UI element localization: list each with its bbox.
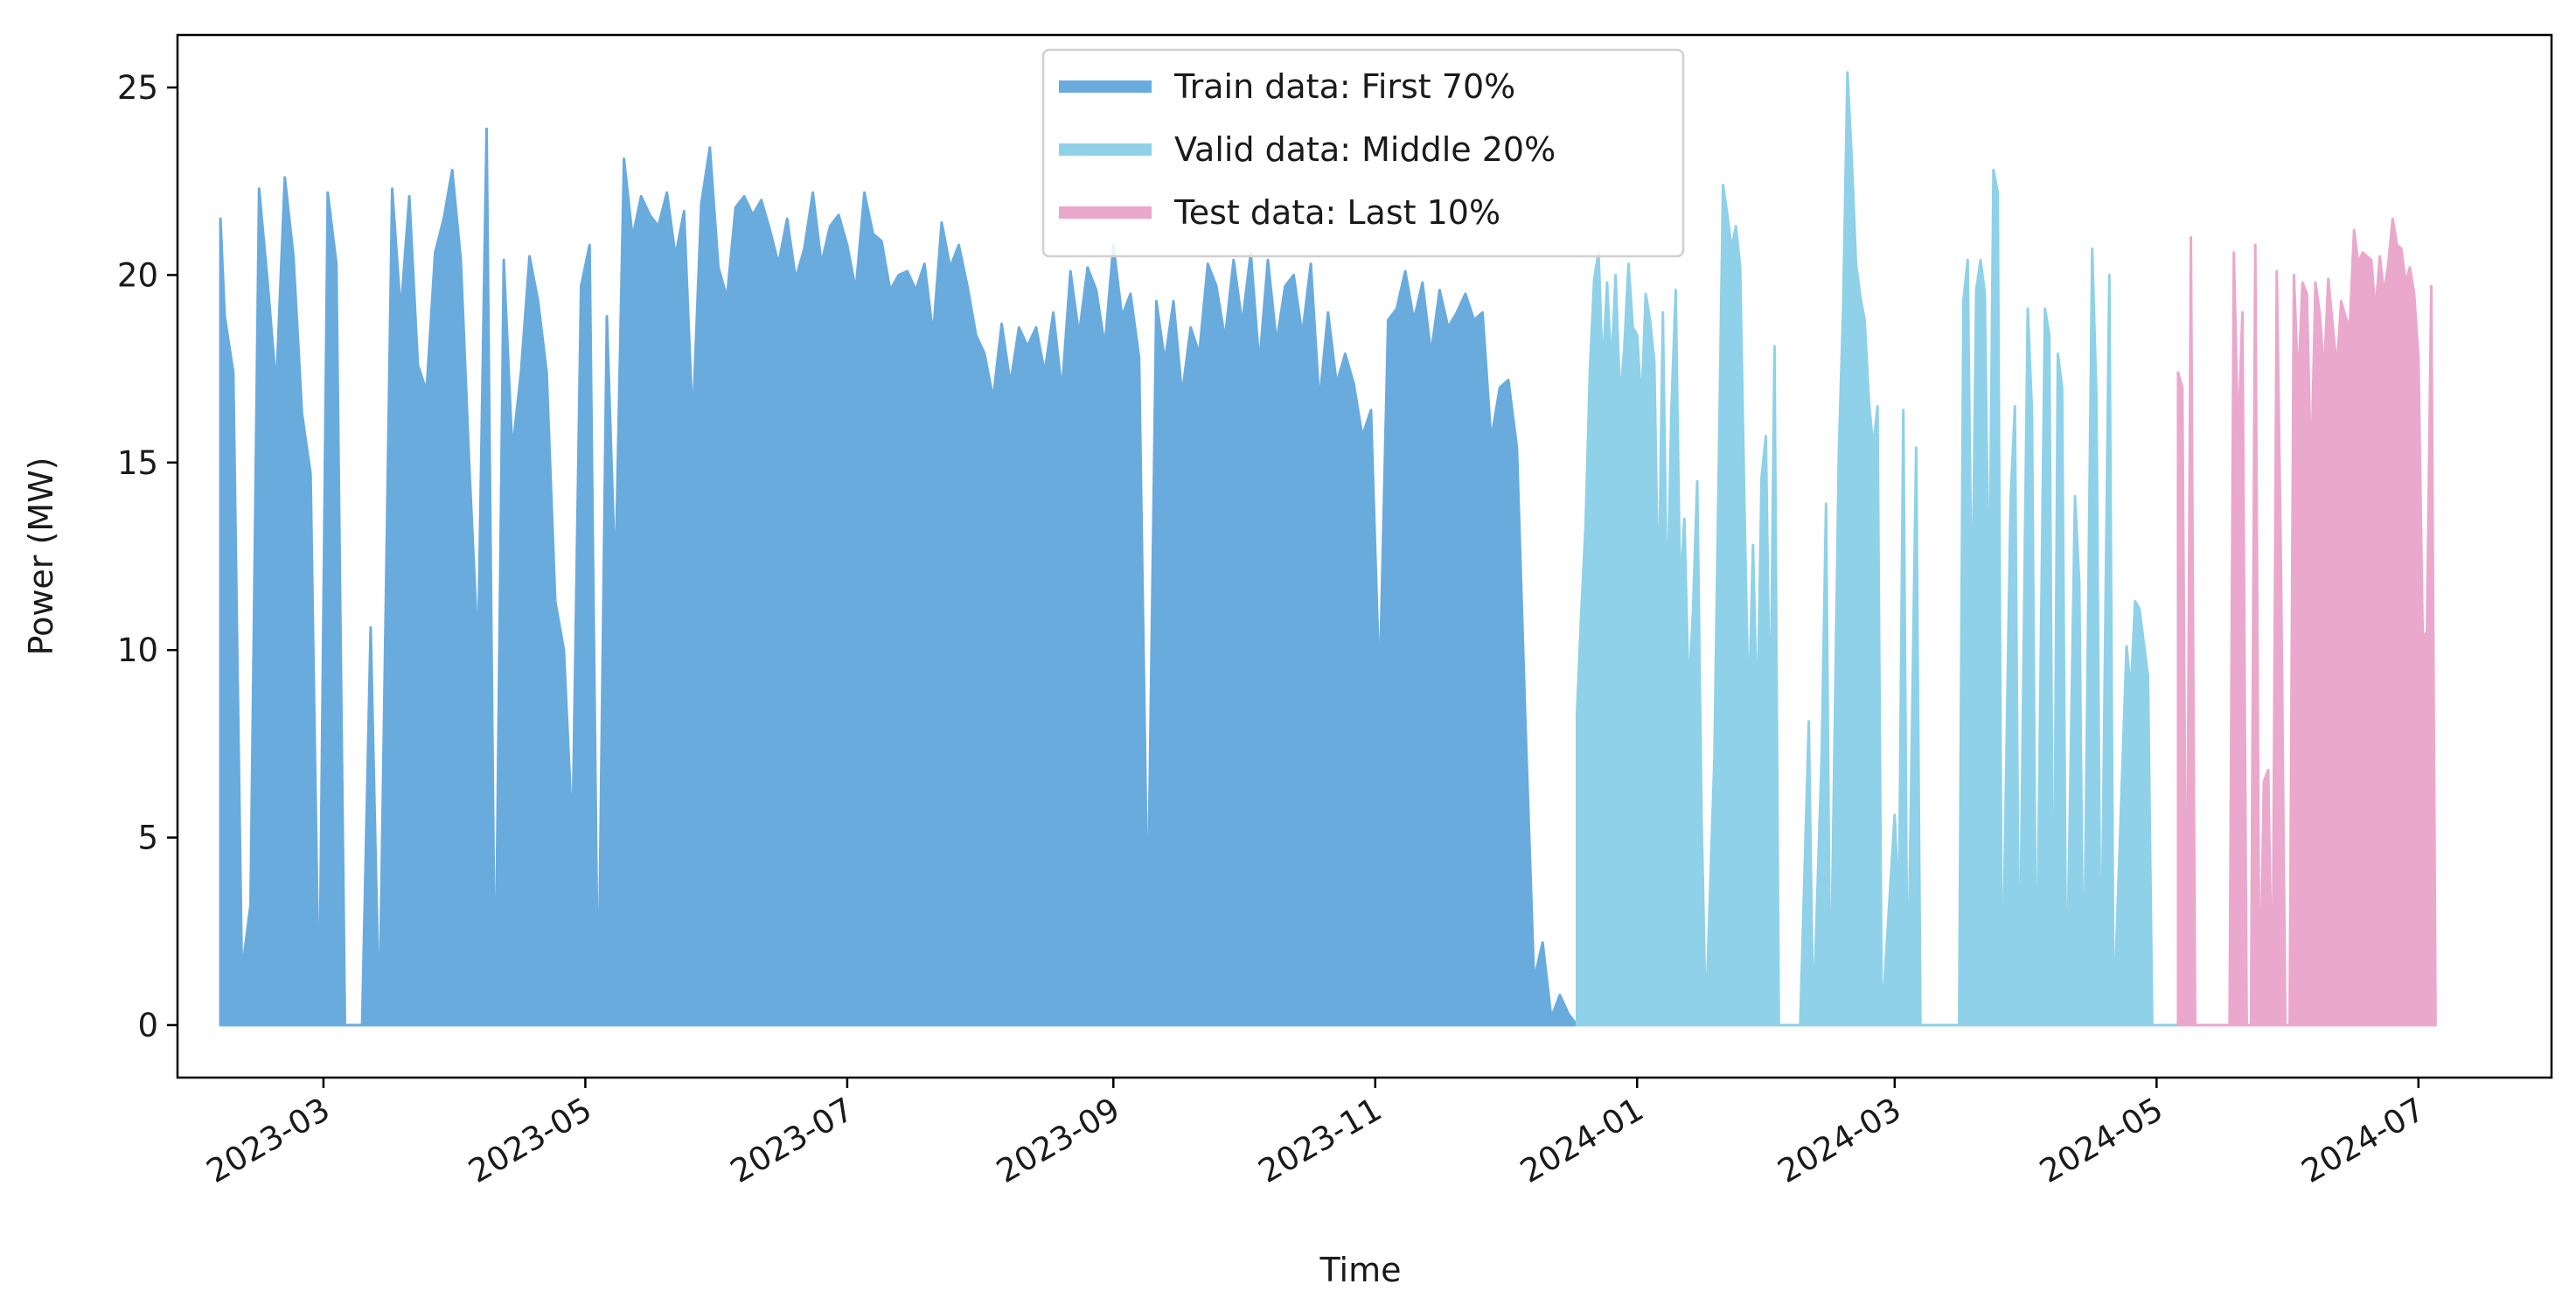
y-tick-label: 5 bbox=[137, 820, 158, 857]
legend-box bbox=[1041, 48, 1685, 258]
series-area-3 bbox=[2176, 217, 2437, 1027]
legend-label: Train data: First 70% bbox=[1173, 67, 1515, 106]
y-axis-label: Power (MW) bbox=[22, 457, 60, 656]
series-layer bbox=[219, 71, 2437, 1027]
x-axis-label: Time bbox=[1319, 1251, 1402, 1289]
legend: Train data: First 70% Valid data: Middle … bbox=[1041, 48, 1685, 258]
y-tick-label: 15 bbox=[117, 444, 158, 482]
legend-label: Test data: Last 10% bbox=[1173, 193, 1500, 232]
series-area-1 bbox=[219, 127, 1578, 1027]
y-tick-label: 25 bbox=[117, 69, 158, 107]
y-tick-label: 10 bbox=[117, 632, 158, 669]
plot-frame bbox=[176, 33, 2553, 1079]
y-tick-label: 0 bbox=[137, 1007, 158, 1044]
y-tick-label: 20 bbox=[117, 256, 158, 294]
legend-label: Valid data: Middle 20% bbox=[1174, 130, 1556, 169]
y-axis: 0 5 10 15 20 25 bbox=[117, 69, 178, 1044]
series-area-2 bbox=[1576, 71, 2180, 1027]
